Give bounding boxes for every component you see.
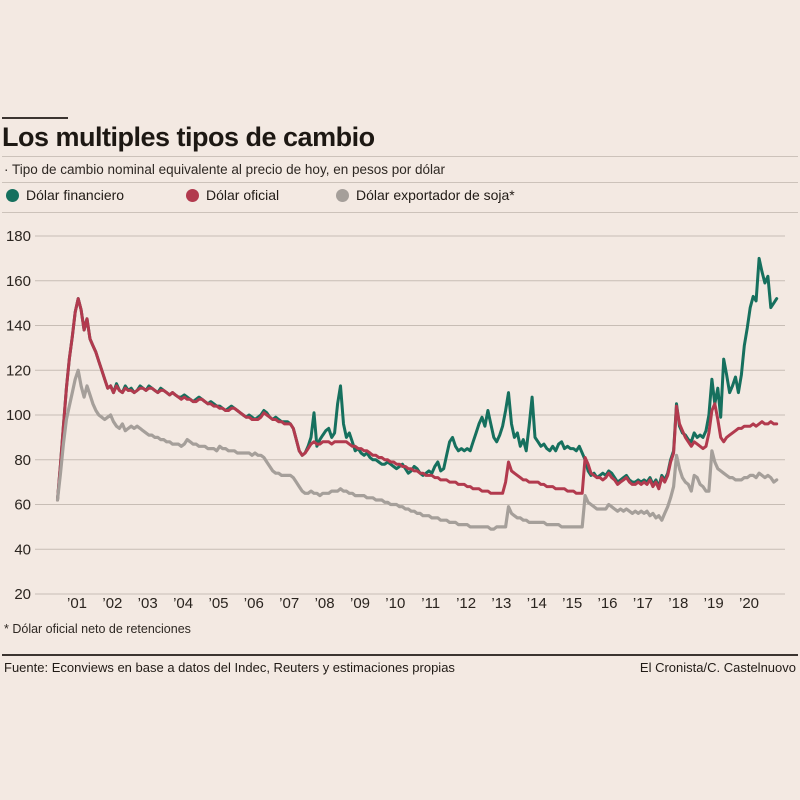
y-tick-label-80: 80	[14, 452, 31, 469]
exchange-rate-chart-svg: 18016014012010080604020’01’02’03’04’05’0…	[6, 228, 785, 612]
x-tick-label-2010: ’10	[385, 595, 405, 610]
x-tick-label-2002: ’02	[102, 595, 122, 610]
legend-label-financiero: Dólar financiero	[26, 187, 125, 203]
y-tick-label-100: 100	[6, 407, 31, 424]
legend-label-soja: Dólar exportador de soja*	[356, 187, 515, 203]
series-lines	[55, 256, 779, 531]
gridlines	[35, 235, 785, 595]
y-tick-label-20: 20	[14, 586, 31, 603]
x-tick-label-2015: ’15	[562, 595, 582, 610]
legend-item-dolar-soja: Dólar exportador de soja*	[336, 187, 515, 203]
legend-dot-financiero-icon	[6, 188, 19, 202]
y-tick-label-140: 140	[6, 318, 31, 335]
divider-under-title	[2, 156, 798, 157]
series-line-do-lar-exportador-de-soja	[55, 368, 779, 531]
x-tick-label-2014: ’14	[527, 595, 547, 610]
y-tick-label-160: 160	[6, 273, 31, 290]
y-tick-label-60: 60	[14, 497, 31, 514]
x-tick-label-2017: ’17	[633, 595, 653, 610]
x-tick-label-2020: ’20	[739, 595, 759, 610]
x-tick-label-2012: ’12	[456, 595, 476, 610]
x-tick-label-2009: ’09	[350, 595, 370, 610]
divider-above-source	[2, 654, 798, 656]
x-tick-label-2003: ’03	[138, 595, 158, 610]
x-tick-label-2018: ’18	[668, 595, 688, 610]
legend-item-dolar-oficial: Dólar oficial	[186, 187, 279, 203]
divider-under-legend	[2, 212, 798, 213]
exchange-rate-chart: 180 160 140 120 100 80 60 40 20’01’02’03’04’05’0…	[0, 210, 800, 612]
x-tick-label-2008: ’08	[315, 595, 335, 610]
source-text: Fuente: Econviews en base a datos del In…	[4, 660, 455, 675]
x-tick-label-2007: ’07	[279, 595, 299, 610]
y-axis-labels: 180 160 140 120 100 80 60 40 20	[6, 228, 31, 603]
divider-under-subtitle	[2, 182, 798, 183]
y-tick-label-120: 120	[6, 362, 31, 379]
chart-subtitle: · Tipo de cambio nominal equivalente al …	[4, 162, 446, 177]
legend-dot-soja-icon	[336, 188, 349, 202]
x-axis-labels: ’01 ’02 ’03 ’04 ’05 ’06 ’07 ’08 ’09 ’10 ’11 ’12 ’13 ’…	[67, 595, 759, 612]
chart-footnote: * Dólar oficial neto de retenciones	[4, 622, 191, 636]
y-tick-label-40: 40	[14, 541, 31, 558]
x-tick-label-2005: ’05	[208, 595, 228, 610]
x-tick-label-2013: ’13	[491, 595, 511, 610]
x-tick-label-2019: ’19	[704, 595, 724, 610]
legend: Dólar financiero Dólar oficial Dólar exp…	[0, 187, 800, 209]
x-tick-label-2006: ’06	[244, 595, 264, 610]
x-tick-label-2004: ’04	[173, 595, 193, 610]
page-title: Los multiples tipos de cambio	[2, 122, 375, 152]
credit-text: El Cronista/C. Castelnuovo	[639, 660, 796, 675]
kicker-rule	[2, 117, 68, 119]
y-tick-label-180: 180	[6, 228, 31, 245]
source-row: Fuente: Econviews en base a datos del In…	[4, 660, 796, 675]
x-tick-label-2011: ’11	[421, 595, 440, 610]
series-line-do-lar-oficial	[56, 297, 779, 502]
legend-dot-oficial-icon	[186, 188, 199, 202]
x-tick-label-2001: ’01	[67, 595, 87, 610]
x-tick-label-2016: ’16	[597, 595, 617, 610]
legend-item-dolar-financiero: Dólar financiero	[6, 187, 124, 203]
legend-label-oficial: Dólar oficial	[206, 187, 280, 203]
